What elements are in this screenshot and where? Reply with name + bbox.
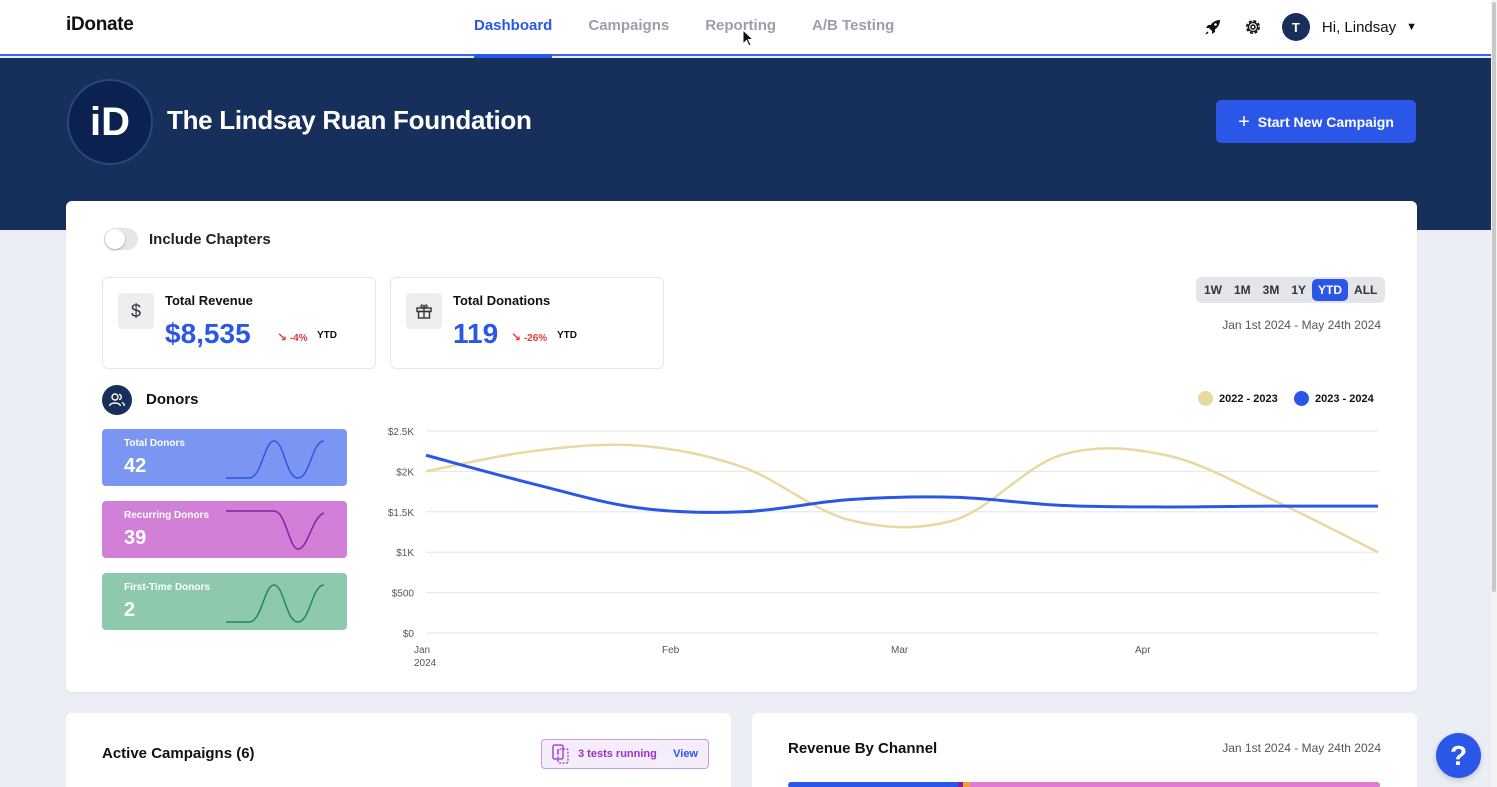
x-tick-label: Feb — [662, 645, 680, 656]
include-chapters-label: Include Chapters — [149, 231, 271, 248]
total-donors-value: 42 — [124, 455, 147, 477]
dollar-icon: $ — [118, 293, 154, 329]
mouse-cursor-icon — [742, 29, 755, 47]
total-revenue-delta: ↘ -4% — [277, 330, 308, 344]
gift-icon — [406, 293, 442, 329]
recurring-donors-sparkline — [226, 510, 325, 550]
range-all[interactable]: ALL — [1354, 283, 1378, 297]
help-icon: ? — [1449, 739, 1468, 771]
page-scrollbar[interactable] — [1491, 0, 1497, 787]
channel-segment[interactable] — [958, 782, 963, 787]
channel-segment[interactable] — [788, 782, 958, 787]
ab-tests-pill[interactable]: 3 tests running View — [541, 739, 709, 769]
active-campaigns-title: Active Campaigns (6) — [102, 745, 255, 762]
x-tick-label: Jan — [414, 645, 430, 656]
donors-line-chart: $0 $500 $1K $1.5K $2K $2.5K Jan 2024 Feb Mar Apr — [388, 427, 1379, 669]
total-revenue-card: $ Total Revenue $8,535 ↘ -4% YTD — [102, 277, 376, 369]
scrollbar-thumb[interactable] — [1492, 2, 1496, 592]
donors-title: Donors — [146, 391, 199, 408]
org-logo-text: iD — [90, 99, 130, 144]
arrow-down-right-icon: ↘ — [277, 330, 288, 344]
plus-icon: + — [1238, 110, 1250, 133]
time-range-selector: 1W 1M 3M 1Y YTD ALL — [1196, 277, 1386, 303]
include-chapters-toggle[interactable] — [104, 228, 138, 250]
legend-swatch — [1198, 391, 1213, 406]
total-donations-period: YTD — [557, 330, 577, 341]
total-revenue-value: $8,535 — [165, 318, 251, 349]
legend-item-2022-2023: 2022 - 2023 — [1198, 391, 1278, 406]
channel-breakdown-bar — [788, 782, 1380, 787]
revenue-by-channel-date: Jan 1st 2024 - May 24th 2024 — [1222, 741, 1381, 755]
total-donations-title: Total Donations — [453, 293, 551, 308]
range-1m[interactable]: 1M — [1234, 283, 1251, 297]
total-donations-card: Total Donations 119 ↘ -26% YTD — [390, 277, 664, 369]
user-greeting[interactable]: Hi, Lindsay — [1321, 18, 1397, 36]
legend-label: 2022 - 2023 — [1219, 392, 1278, 405]
y-tick-label: $2K — [396, 467, 414, 478]
gear-icon[interactable] — [1242, 16, 1264, 38]
series-line-2023-2024[interactable] — [425, 453, 1379, 514]
recurring-donors-label: Recurring Donors — [124, 510, 210, 521]
range-3m[interactable]: 3M — [1262, 283, 1280, 297]
y-tick-label: $2.5K — [388, 427, 414, 438]
total-revenue-delta-value: -4% — [289, 333, 308, 344]
total-donations-delta-value: -26% — [523, 333, 548, 344]
users-icon — [102, 385, 132, 415]
channel-segment[interactable] — [970, 782, 1380, 787]
tests-running-text: 3 tests running — [578, 748, 657, 760]
revenue-by-channel-title: Revenue By Channel — [788, 740, 938, 757]
ab-test-icon — [552, 744, 569, 764]
range-1y[interactable]: 1Y — [1291, 283, 1307, 297]
legend-label: 2023 - 2024 — [1315, 392, 1374, 405]
active-campaigns-card: Active Campaigns (6) 3 tests running Vie… — [66, 713, 731, 787]
tab-ab-testing[interactable]: A/B Testing — [812, 17, 895, 34]
recurring-donors-tile[interactable]: Recurring Donors 39 — [102, 501, 347, 558]
user-controls: T Hi, Lindsay ▼ — [1202, 12, 1417, 42]
channel-segment[interactable] — [963, 782, 970, 787]
org-name: The Lindsay Ruan Foundation — [167, 105, 532, 135]
first-time-donors-label: First-Time Donors — [124, 582, 210, 593]
y-tick-label: $1.5K — [388, 508, 414, 519]
y-tick-label: $1K — [396, 548, 414, 559]
range-1w[interactable]: 1W — [1204, 283, 1222, 297]
chevron-down-icon[interactable]: ▼ — [1406, 21, 1417, 33]
range-ytd[interactable]: YTD — [1312, 279, 1349, 301]
org-logo: iD — [67, 79, 153, 165]
help-button[interactable]: ? — [1436, 733, 1481, 778]
total-revenue-period: YTD — [317, 330, 337, 341]
total-donations-value: 119 — [453, 318, 499, 349]
app-logo[interactable]: iDonate — [66, 14, 134, 35]
revenue-by-channel-card: Revenue By Channel Jan 1st 2024 - May 24… — [752, 713, 1417, 787]
total-donors-sparkline — [226, 440, 325, 479]
first-time-donors-sparkline — [226, 584, 325, 623]
x-tick-sublabel: 2024 — [414, 658, 437, 669]
date-range-text: Jan 1st 2024 - May 24th 2024 — [1222, 318, 1381, 332]
x-tick-label: Mar — [891, 645, 909, 656]
view-tests-link[interactable]: View — [673, 748, 698, 760]
y-tick-label: $0 — [403, 629, 415, 640]
first-time-donors-tile[interactable]: First-Time Donors 2 — [102, 573, 347, 630]
dashboard-card: Include Chapters $ Total Revenue $8,535 … — [66, 201, 1417, 692]
first-time-donors-value: 2 — [124, 599, 136, 621]
tab-dashboard[interactable]: Dashboard — [474, 0, 553, 58]
total-donations-delta: ↘ -26% — [511, 330, 547, 344]
start-new-campaign-button[interactable]: + Start New Campaign — [1216, 100, 1416, 143]
user-avatar[interactable]: T — [1281, 13, 1310, 41]
total-donors-label: Total Donors — [124, 438, 185, 449]
total-donors-tile[interactable]: Total Donors 42 — [102, 429, 347, 486]
legend-swatch — [1294, 391, 1309, 406]
tab-campaigns[interactable]: Campaigns — [588, 17, 670, 34]
recurring-donors-value: 39 — [124, 527, 147, 549]
rocket-icon[interactable] — [1202, 16, 1224, 38]
total-revenue-title: Total Revenue — [165, 293, 253, 308]
arrow-down-right-icon: ↘ — [511, 330, 522, 344]
y-tick-label: $500 — [392, 589, 415, 600]
main-nav-tabs: Dashboard Campaigns Reporting A/B Testin… — [474, 0, 895, 58]
legend-item-2023-2024: 2023 - 2024 — [1294, 391, 1374, 406]
tab-reporting[interactable]: Reporting — [705, 17, 777, 34]
x-tick-label: Apr — [1135, 645, 1151, 656]
start-new-campaign-label: Start New Campaign — [1257, 113, 1394, 130]
top-navbar: iDonate Dashboard Campaigns Reporting A/… — [0, 0, 1497, 58]
series-line-2022-2023[interactable] — [425, 443, 1379, 554]
